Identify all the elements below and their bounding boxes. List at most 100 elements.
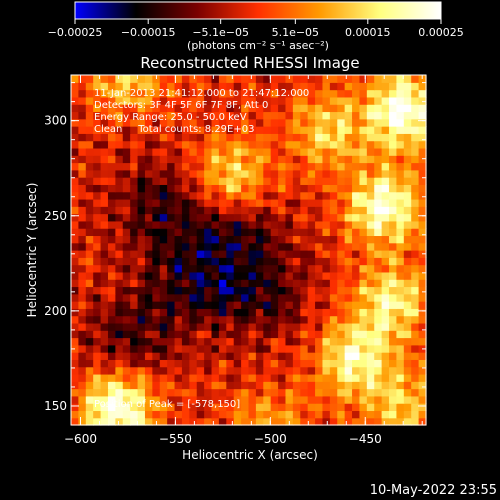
heatmap-cell	[381, 155, 390, 164]
heatmap-cell	[100, 133, 109, 142]
heatmap-cell	[85, 118, 94, 127]
heatmap-cell	[226, 118, 235, 127]
heatmap-cell	[255, 96, 264, 105]
heatmap-cell	[189, 359, 198, 368]
heatmap-cell	[263, 162, 272, 171]
heatmap-cell	[85, 344, 94, 353]
heatmap-cell	[315, 82, 324, 91]
heatmap-cell	[130, 388, 139, 397]
heatmap-cell	[352, 235, 361, 244]
heatmap-cell	[71, 82, 79, 91]
heatmap-cell	[78, 315, 87, 324]
heatmap-cell	[93, 264, 102, 273]
heatmap-cell	[344, 417, 353, 426]
heatmap-cell	[300, 271, 309, 280]
heatmap-cell	[152, 147, 161, 156]
heatmap-cell	[389, 235, 398, 244]
heatmap-cell	[174, 242, 183, 251]
heatmap-cell	[315, 147, 324, 156]
heatmap-cell	[270, 271, 279, 280]
heatmap-cell	[93, 322, 102, 331]
heatmap-cell	[130, 403, 139, 412]
heatmap-cell	[359, 118, 368, 127]
heatmap-cell	[278, 169, 287, 178]
heatmap-cell	[285, 89, 294, 98]
heatmap-cell	[130, 279, 139, 288]
heatmap-cell	[78, 344, 87, 353]
heatmap-cell	[263, 191, 272, 200]
heatmap-cell	[366, 220, 375, 229]
heatmap-cell	[211, 286, 220, 295]
heatmap-cell	[107, 191, 116, 200]
heatmap-cell	[107, 417, 116, 426]
heatmap-cell	[307, 191, 316, 200]
heatmap-cell	[418, 381, 427, 390]
heatmap-cell	[226, 191, 235, 200]
heatmap-cell	[204, 250, 213, 258]
heatmap-cell	[85, 242, 94, 251]
heatmap-cell	[189, 315, 198, 324]
heatmap-cell	[71, 352, 79, 360]
heatmap-cell	[381, 366, 390, 375]
heatmap-cell	[403, 89, 412, 98]
heatmap-cell	[411, 271, 420, 280]
heatmap-cell	[322, 403, 331, 412]
heatmap-cell	[418, 177, 427, 185]
heatmap-cell	[359, 330, 368, 339]
heatmap-cell	[374, 337, 383, 346]
heatmap-cell	[159, 308, 168, 317]
heatmap-cell	[211, 381, 220, 390]
heatmap-cell	[93, 184, 102, 193]
heatmap-cell	[174, 220, 183, 229]
heatmap-cell	[78, 337, 87, 346]
heatmap-cell	[218, 220, 227, 229]
heatmap-cell	[337, 322, 346, 331]
heatmap-cell	[78, 330, 87, 339]
heatmap-cell	[233, 147, 242, 156]
heatmap-cell	[337, 308, 346, 317]
heatmap-cell	[85, 337, 94, 346]
y-tick-label: 250	[44, 209, 67, 223]
heatmap-cell	[196, 242, 205, 251]
heatmap-cell	[352, 75, 361, 83]
heatmap-cell	[226, 337, 235, 346]
heatmap-cell	[159, 301, 168, 309]
heatmap-cell	[241, 359, 250, 368]
heatmap-cell	[152, 82, 161, 91]
heatmap-cell	[337, 198, 346, 207]
heatmap-cell	[174, 271, 183, 280]
heatmap-cell	[159, 366, 168, 375]
heatmap-cell	[152, 373, 161, 382]
heatmap-cell	[174, 315, 183, 324]
heatmap-cell	[137, 410, 146, 419]
heatmap-cell	[93, 271, 102, 280]
heatmap-cell	[181, 257, 190, 266]
heatmap-cell	[300, 330, 309, 339]
heatmap-cell	[248, 169, 257, 178]
heatmap-cell	[159, 191, 168, 200]
heatmap-cell	[181, 242, 190, 251]
heatmap-cell	[226, 293, 235, 302]
heatmap-cell	[78, 395, 87, 404]
heatmap-cell	[366, 257, 375, 266]
heatmap-cell	[411, 184, 420, 193]
heatmap-cell	[241, 403, 250, 412]
heatmap-cell	[270, 184, 279, 193]
heatmap-cell	[226, 111, 235, 120]
heatmap-cell	[411, 235, 420, 244]
heatmap-cell	[233, 410, 242, 419]
heatmap-cell	[418, 140, 427, 149]
heatmap-cell	[107, 140, 116, 149]
heatmap-cell	[329, 257, 338, 266]
heatmap-cell	[226, 133, 235, 142]
heatmap-cell	[255, 89, 264, 98]
heatmap-cell	[418, 220, 427, 229]
heatmap-cell	[396, 177, 405, 185]
heatmap-cell	[122, 359, 131, 368]
heatmap-cell	[389, 315, 398, 324]
heatmap-cell	[307, 417, 316, 426]
heatmap-cell	[107, 373, 116, 382]
heatmap-cell	[381, 169, 390, 178]
heatmap-cell	[403, 198, 412, 207]
heatmap-cell	[322, 104, 331, 113]
